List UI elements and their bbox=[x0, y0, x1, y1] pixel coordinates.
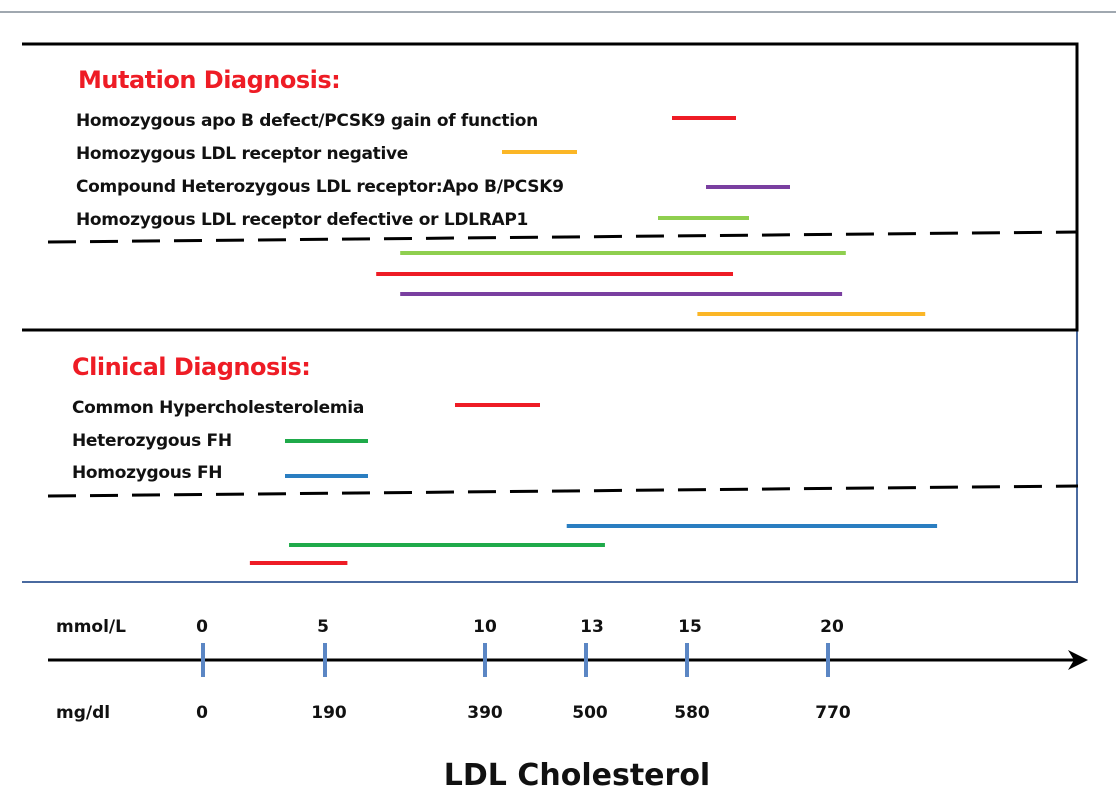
mgdl-tick-label: 770 bbox=[815, 703, 851, 723]
mgdl-tick-label: 390 bbox=[467, 703, 503, 723]
mmol-tick-label: 10 bbox=[473, 617, 497, 637]
axis-title: LDL Cholesterol bbox=[444, 758, 710, 793]
mutation-dashed-separator bbox=[47, 230, 1079, 244]
mmol-tick-label: 20 bbox=[820, 617, 844, 637]
ldl-axis: mmol/L mg/dl 0 5 10 13 15 20 0 190 390 5… bbox=[48, 617, 1088, 793]
mmol-tick-label: 15 bbox=[678, 617, 702, 637]
mutation-legend-label: Homozygous apo B defect/PCSK9 gain of fu… bbox=[76, 111, 538, 131]
mmol-tick-label: 0 bbox=[196, 617, 208, 637]
clinical-legend-label: Common Hypercholesterolemia bbox=[72, 398, 364, 418]
mgdl-tick-label: 500 bbox=[572, 703, 608, 723]
mmol-tick-label: 13 bbox=[580, 617, 604, 637]
clinical-legend: Common Hypercholesterolemia Heterozygous… bbox=[72, 398, 540, 483]
mmol-axis-label: mmol/L bbox=[56, 617, 126, 637]
mgdl-axis-label: mg/dl bbox=[56, 703, 110, 723]
mutation-legend-label: Homozygous LDL receptor defective or LDL… bbox=[76, 210, 528, 230]
mutation-panel-frame bbox=[22, 42, 1079, 332]
mutation-legend-label: Homozygous LDL receptor negative bbox=[76, 144, 408, 164]
clinical-legend-label: Homozygous FH bbox=[72, 463, 222, 483]
clinical-dashed-separator bbox=[47, 484, 1079, 498]
mutation-heading: Mutation Diagnosis: bbox=[78, 66, 340, 94]
mgdl-tick-label: 580 bbox=[674, 703, 710, 723]
clinical-legend-label: Heterozygous FH bbox=[72, 431, 232, 451]
axis-arrowhead bbox=[1068, 650, 1088, 670]
mutation-legend: Homozygous apo B defect/PCSK9 gain of fu… bbox=[76, 111, 790, 230]
mgdl-tick-label: 190 bbox=[311, 703, 347, 723]
clinical-heading: Clinical Diagnosis: bbox=[72, 353, 310, 381]
mutation-legend-label: Compound Heterozygous LDL receptor:Apo B… bbox=[76, 177, 564, 197]
mgdl-tick-label: 0 bbox=[196, 703, 208, 723]
mmol-tick-label: 5 bbox=[317, 617, 329, 637]
